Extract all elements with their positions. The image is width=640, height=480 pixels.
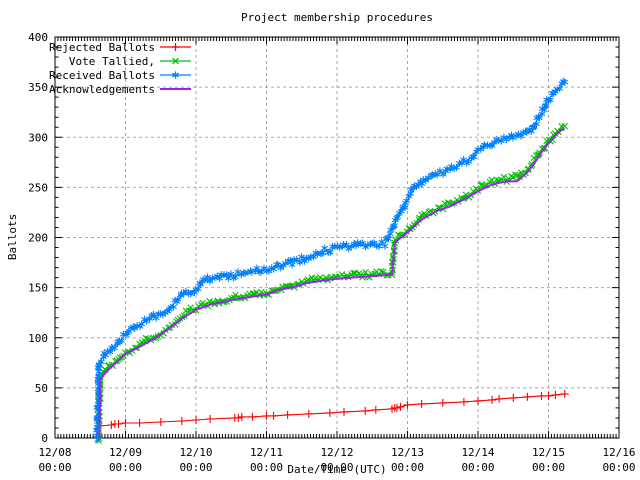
y-tick-label: 300	[28, 131, 48, 144]
y-tick-label: 150	[28, 282, 48, 295]
y-tick-label: 400	[28, 31, 48, 44]
legend-label: Vote Tallied,	[69, 55, 155, 68]
x-tick-time-label: 00:00	[109, 461, 142, 474]
data-series	[93, 77, 569, 444]
series-received-ballots	[93, 77, 569, 444]
series-vote-tallied	[94, 122, 568, 444]
axes	[54, 36, 620, 439]
series-line	[99, 393, 565, 427]
x-tick-date-label: 12/10	[179, 446, 212, 459]
legend-marker-sample	[172, 57, 179, 65]
legend-entry-vote-tallied: Vote Tallied,	[69, 55, 191, 68]
x-tick-time-label: 00:00	[250, 461, 283, 474]
legend-label: Acknowledgements	[49, 83, 155, 96]
legend-label: Rejected Ballots	[49, 41, 155, 54]
x-tick-time-label: 00:00	[532, 461, 565, 474]
y-tick-label: 250	[28, 181, 48, 194]
tick-marks	[54, 36, 620, 439]
x-tick-date-label: 12/15	[532, 446, 565, 459]
x-tick-time-label: 00:00	[179, 461, 212, 474]
x-tick-date-label: 12/12	[320, 446, 353, 459]
x-tick-date-label: 12/16	[602, 446, 635, 459]
y-tick-label: 0	[41, 432, 48, 445]
chart-title: Project membership procedures	[241, 11, 433, 24]
legend-entry-rejected-ballots: Rejected Ballots	[49, 41, 191, 54]
x-tick-time-label: 00:00	[391, 461, 424, 474]
y-tick-label: 50	[35, 382, 48, 395]
series-markers	[94, 122, 568, 444]
legend-entry-received-ballots: Received Ballots	[49, 69, 191, 82]
y-tick-label: 100	[28, 332, 48, 345]
series-acknowledgements	[98, 128, 565, 439]
legend-entry-acknowledgements: Acknowledgements	[49, 83, 191, 96]
grid-lines	[55, 37, 619, 438]
y-tick-label: 350	[28, 81, 48, 94]
x-tick-time-label: 00:00	[320, 461, 353, 474]
series-line	[98, 128, 565, 439]
y-axis-label: Ballots	[6, 214, 19, 260]
series-line	[96, 81, 566, 439]
y-tick-label: 200	[28, 232, 48, 245]
legend-marker-sample	[172, 71, 179, 79]
series-markers	[95, 389, 569, 430]
x-tick-time-label: 00:00	[602, 461, 635, 474]
legend-label: Received Ballots	[49, 69, 155, 82]
x-tick-date-label: 12/11	[250, 446, 283, 459]
legend-marker-sample	[171, 43, 180, 51]
axis-tick-labels: 0 50 100 150 200 250 300 350 400 12/08 00:00 12/09 0…	[28, 31, 635, 474]
x-tick-time-label: 00:00	[461, 461, 494, 474]
series-rejected-ballots	[95, 389, 569, 430]
x-tick-date-label: 12/09	[109, 446, 142, 459]
x-tick-date-label: 12/13	[391, 446, 424, 459]
x-tick-date-label: 12/08	[38, 446, 71, 459]
x-axis-label: Date/Time (UTC)	[287, 463, 386, 476]
x-tick-time-label: 00:00	[38, 461, 71, 474]
series-line	[98, 125, 565, 439]
series-markers	[93, 77, 569, 444]
x-tick-date-label: 12/14	[461, 446, 494, 459]
